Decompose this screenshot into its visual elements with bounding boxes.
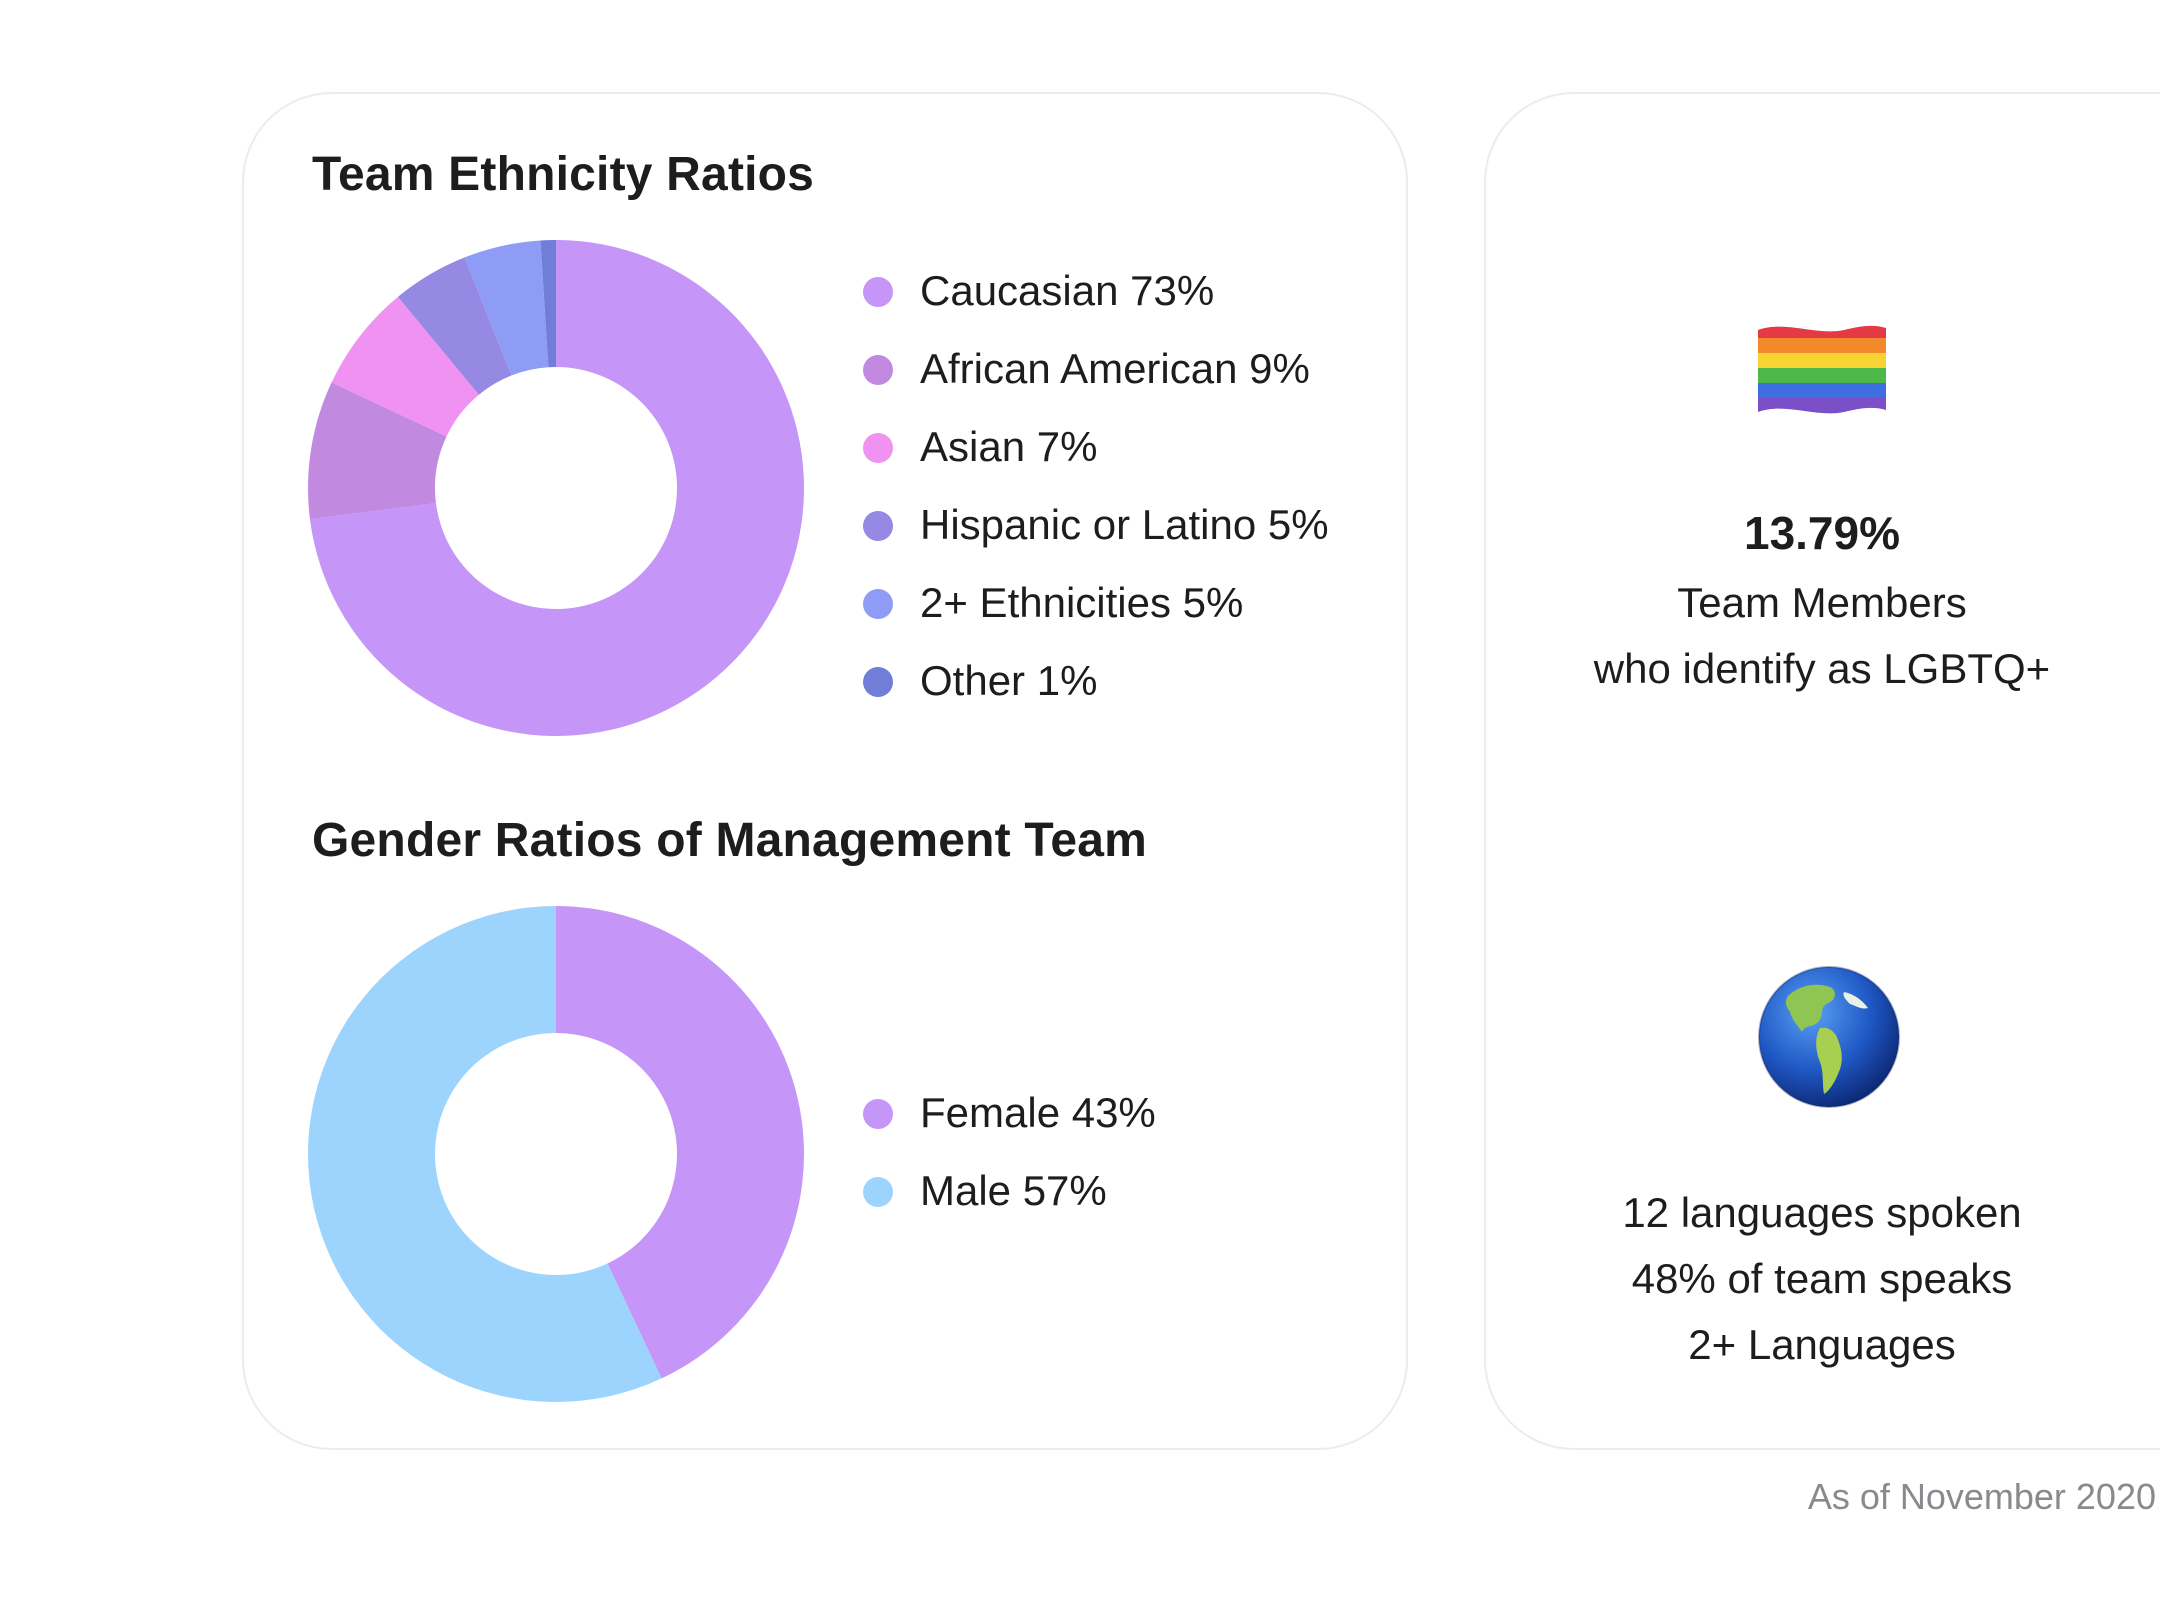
slice-caucasian <box>309 240 804 736</box>
legend-swatch <box>863 667 893 697</box>
languages-threshold: 2+ Languages <box>1688 1321 1956 1368</box>
gender-chart-title: Gender Ratios of Management Team <box>312 814 1148 867</box>
slice-hispanic-or-latino <box>397 257 512 395</box>
languages-spoken: 12 languages spoken <box>1622 1189 2022 1236</box>
slice-female <box>556 906 804 1379</box>
legend-swatch <box>863 433 893 463</box>
slice-asian <box>331 296 479 437</box>
legend-label: Hispanic or Latino 5% <box>920 501 1329 548</box>
legend-swatch <box>863 589 893 619</box>
ethnicity-donut-chart <box>308 240 804 736</box>
gender-legend: Female 43% Male 57% <box>860 1084 1156 1240</box>
legend-swatch <box>863 1177 893 1207</box>
gender-donut-chart <box>308 906 804 1402</box>
languages-share: 48% of team speaks <box>1631 1255 2013 1302</box>
lgbtq-caption-line1: Team Members <box>1677 579 1967 626</box>
legend-item-2-ethnicities: 2+ Ethnicities 5% <box>860 574 1329 652</box>
legend-item-hispanic-or-latino: Hispanic or Latino 5% <box>860 496 1329 574</box>
slice-african-american <box>308 382 447 520</box>
legend-item-african-american: African American 9% <box>860 340 1329 418</box>
legend-label: Male 57% <box>920 1167 1107 1214</box>
legend-swatch <box>863 355 893 385</box>
slice-2-ethnicities <box>464 240 549 376</box>
legend-label: Other 1% <box>920 657 1098 704</box>
rainbow-flag-icon <box>1758 325 1886 414</box>
as-of-date: As of November 2020 <box>1807 1476 2156 1517</box>
legend-label: Caucasian 73% <box>920 267 1215 314</box>
legend-label: African American 9% <box>920 345 1310 392</box>
slice-male <box>308 906 662 1402</box>
legend-swatch <box>863 511 893 541</box>
legend-swatch <box>863 1099 893 1129</box>
legend-label: Asian 7% <box>920 423 1098 470</box>
globe-americas-icon <box>1758 966 1900 1108</box>
legend-label: 2+ Ethnicities 5% <box>920 579 1244 626</box>
slice-other <box>540 240 556 368</box>
legend-item-asian: Asian 7% <box>860 418 1329 496</box>
legend-item-female: Female 43% <box>860 1084 1156 1162</box>
lgbtq-percentage: 13.79% <box>1743 507 1900 559</box>
legend-label: Female 43% <box>920 1089 1156 1136</box>
legend-item-other: Other 1% <box>860 652 1329 730</box>
ethnicity-legend: Caucasian 73% African American 9% Asian 7%… <box>860 262 1329 730</box>
ethnicity-chart-title: Team Ethnicity Ratios <box>312 148 815 201</box>
legend-item-male: Male 57% <box>860 1162 1156 1240</box>
legend-swatch <box>863 277 893 307</box>
stats-card <box>1484 92 2160 1450</box>
lgbtq-caption-line2: who identify as LGBTQ+ <box>1593 645 2051 692</box>
legend-item-caucasian: Caucasian 73% <box>860 262 1329 340</box>
